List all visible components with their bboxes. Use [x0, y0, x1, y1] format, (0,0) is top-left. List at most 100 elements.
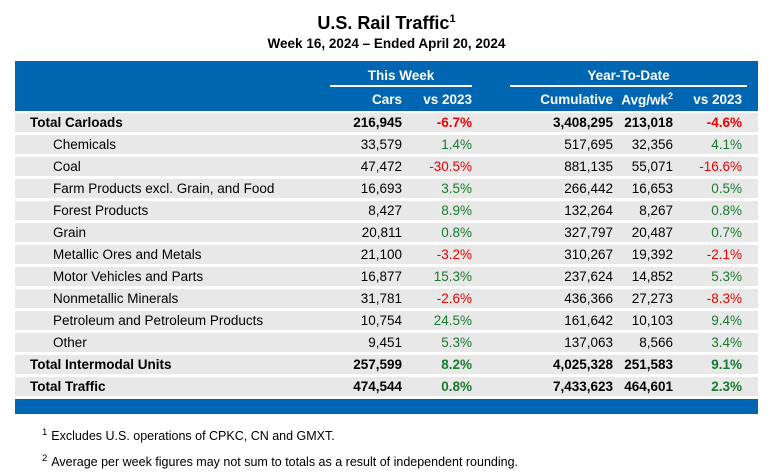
table-row: Nonmetallic Minerals 31,781 -2.6% 436,366 27…: [15, 289, 758, 308]
footnote-2: 2 Average per week figures may not sum to…: [42, 453, 519, 470]
this-week-vs2023-value: -2.6%: [436, 291, 472, 306]
ytd-cumulative-value: 137,063: [564, 335, 613, 350]
this-week-vs2023-value: -30.5%: [429, 159, 472, 174]
ytd-cumulative-value: 517,695: [564, 137, 613, 152]
ytd-vs2023-value: 5.3%: [711, 269, 742, 284]
table-row: Total Traffic 474,544 0.8% 7,433,623 464,601…: [15, 377, 758, 396]
ytd-cumulative-value: 4,025,328: [552, 357, 613, 372]
ytd-avg-week-value: 10,103: [631, 313, 673, 328]
cars-value: 16,693: [360, 181, 402, 196]
row-label: Metallic Ores and Metals: [53, 247, 202, 262]
row-label: Total Intermodal Units: [30, 357, 172, 372]
ytd-avg-week-value: 8,566: [639, 335, 673, 350]
ytd-cumulative-value: 436,366: [564, 291, 613, 306]
col-header-vs2023-ytd: vs 2023: [693, 91, 742, 107]
row-label: Farm Products excl. Grain, and Food: [53, 181, 275, 196]
ytd-avg-week-value: 27,273: [631, 291, 673, 306]
ytd-vs2023-value: -4.6%: [706, 115, 742, 130]
col-header-avg-wk: Avg/wk2: [621, 90, 673, 108]
table-row: Other 9,451 5.3% 137,063 8,566 3.4%: [15, 333, 758, 352]
row-label: Grain: [53, 225, 87, 240]
ytd-avg-week-value: 20,487: [631, 225, 673, 240]
ytd-cumulative-value: 881,135: [564, 159, 613, 174]
table-row: Grain 20,811 0.8% 327,797 20,487 0.7%: [15, 223, 758, 242]
cars-value: 9,451: [368, 335, 402, 350]
table-row: Coal 47,472 -30.5% 881,135 55,071 -16.6%: [15, 157, 758, 176]
rail-traffic-table: This Week Year-To-Date Cars vs 2023 Cumu…: [15, 61, 758, 414]
table-row: Petroleum and Petroleum Products 10,754 24…: [15, 311, 758, 330]
ytd-avg-week-value: 8,267: [639, 203, 673, 218]
group-header-this-week: This Week: [330, 68, 472, 87]
ytd-avg-week-value: 16,653: [631, 181, 673, 196]
cars-value: 47,472: [360, 159, 402, 174]
ytd-vs2023-value: 0.5%: [711, 181, 742, 196]
cars-value: 216,945: [353, 115, 402, 130]
ytd-cumulative-value: 327,797: [564, 225, 613, 240]
ytd-cumulative-value: 266,442: [564, 181, 613, 196]
ytd-vs2023-value: 2.3%: [711, 379, 742, 394]
table-row: Forest Products 8,427 8.9% 132,264 8,267 0.8%: [15, 201, 758, 220]
col-header-vs2023-week: vs 2023: [423, 91, 472, 107]
ytd-vs2023-value: -16.6%: [699, 159, 742, 174]
ytd-vs2023-value: -2.1%: [706, 247, 742, 262]
this-week-vs2023-value: 5.3%: [441, 335, 472, 350]
row-label: Forest Products: [53, 203, 149, 218]
cars-value: 474,544: [353, 379, 402, 394]
ytd-vs2023-value: 0.8%: [711, 203, 742, 218]
page-subtitle: Week 16, 2024 – Ended April 20, 2024: [267, 36, 506, 51]
row-label: Total Traffic: [30, 379, 106, 394]
this-week-vs2023-value: 3.5%: [441, 181, 472, 196]
ytd-cumulative-value: 3,408,295: [552, 115, 613, 130]
ytd-avg-week-value: 464,601: [624, 379, 673, 394]
table-row: Chemicals 33,579 1.4% 517,695 32,356 4.1%: [15, 135, 758, 154]
cars-value: 8,427: [368, 203, 402, 218]
this-week-vs2023-value: 0.8%: [441, 225, 472, 240]
this-week-vs2023-value: 8.9%: [441, 203, 472, 218]
row-label: Chemicals: [53, 137, 117, 152]
title-footnote-marker: 1: [449, 13, 456, 25]
table-header: This Week Year-To-Date Cars vs 2023 Cumu…: [15, 61, 758, 111]
row-label: Other: [53, 335, 87, 350]
ytd-cumulative-value: 237,624: [564, 269, 613, 284]
ytd-vs2023-value: 9.4%: [711, 313, 742, 328]
ytd-avg-week-value: 19,392: [631, 247, 673, 262]
ytd-cumulative-value: 7,433,623: [552, 379, 613, 394]
cars-value: 257,599: [353, 357, 402, 372]
ytd-cumulative-value: 161,642: [564, 313, 613, 328]
ytd-vs2023-value: 9.1%: [711, 357, 742, 372]
row-label: Nonmetallic Minerals: [53, 291, 179, 306]
row-label: Petroleum and Petroleum Products: [53, 313, 264, 328]
cars-value: 31,781: [360, 291, 402, 306]
table-body: Total Carloads 216,945 -6.7% 3,408,295 213,0…: [15, 113, 758, 396]
cars-value: 16,877: [360, 269, 402, 284]
cars-value: 10,754: [360, 313, 402, 328]
table-row: Total Carloads 216,945 -6.7% 3,408,295 213,0…: [15, 113, 758, 132]
this-week-vs2023-value: -6.7%: [436, 115, 472, 130]
table-row: Farm Products excl. Grain, and Food 16,69…: [15, 179, 758, 198]
cars-value: 21,100: [360, 247, 402, 262]
table-row: Metallic Ores and Metals 21,100 -3.2% 310,2…: [15, 245, 758, 264]
row-label: Motor Vehicles and Parts: [53, 269, 204, 284]
ytd-vs2023-value: 4.1%: [711, 137, 742, 152]
ytd-avg-week-value: 213,018: [624, 115, 673, 130]
ytd-vs2023-value: -8.3%: [706, 291, 742, 306]
cars-value: 33,579: [360, 137, 402, 152]
this-week-vs2023-value: 8.2%: [441, 357, 472, 372]
ytd-avg-week-value: 55,071: [631, 159, 673, 174]
table-row: Motor Vehicles and Parts 16,877 15.3% 237,6…: [15, 267, 758, 286]
footnote-1: 1 Excludes U.S. operations of CPKC, CN an…: [42, 427, 335, 444]
ytd-cumulative-value: 310,267: [564, 247, 613, 262]
row-label: Total Carloads: [30, 115, 123, 130]
ytd-avg-week-value: 32,356: [631, 137, 673, 152]
ytd-avg-week-value: 251,583: [624, 357, 673, 372]
this-week-vs2023-value: 0.8%: [441, 379, 472, 394]
cars-value: 20,811: [361, 225, 402, 240]
ytd-avg-week-value: 14,852: [631, 269, 673, 284]
ytd-cumulative-value: 132,264: [564, 203, 613, 218]
ytd-vs2023-value: 0.7%: [711, 225, 742, 240]
this-week-vs2023-value: 24.5%: [433, 313, 472, 328]
col-header-cars: Cars: [371, 91, 402, 107]
title-block: U.S. Rail Traffic1: [0, 0, 773, 34]
this-week-vs2023-value: 1.4%: [441, 137, 472, 152]
footnotes: 1 Excludes U.S. operations of CPKC, CN an…: [42, 424, 518, 476]
